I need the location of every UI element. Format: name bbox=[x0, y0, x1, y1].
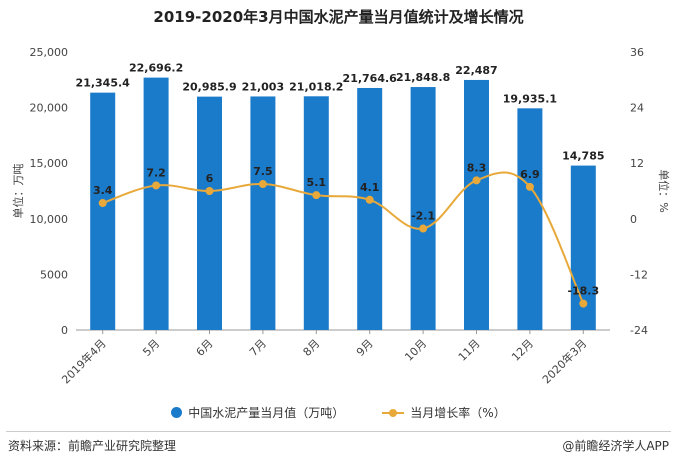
x-tick-label: 9月 bbox=[354, 337, 376, 359]
y2-tick-label: 0 bbox=[630, 213, 637, 226]
line-point[interactable] bbox=[152, 181, 161, 190]
line-point[interactable] bbox=[258, 180, 267, 189]
y-tick-label: 15,000 bbox=[30, 157, 69, 170]
legend-bar-label: 中国水泥产量当月值（万吨） bbox=[188, 406, 345, 420]
y2-axis-title: 单位：% bbox=[657, 169, 671, 212]
y2-tick-label: 12 bbox=[630, 157, 644, 170]
y2-tick-label: -12 bbox=[630, 268, 648, 281]
y2-tick-label: 36 bbox=[630, 46, 644, 59]
x-tick-label: 2019年4月 bbox=[59, 336, 109, 386]
line-value-label: 4.1 bbox=[360, 181, 380, 194]
bar[interactable] bbox=[357, 87, 383, 330]
y-tick-label: 5000 bbox=[40, 268, 68, 281]
x-tick-label: 5月 bbox=[140, 337, 162, 359]
bar-value-label: 14,785 bbox=[562, 150, 604, 163]
bar-value-label: 21,848.8 bbox=[396, 71, 450, 84]
bar-value-label: 21,764.6 bbox=[343, 72, 398, 85]
line-series bbox=[98, 171, 588, 308]
y-axis-title: 单位：万吨 bbox=[11, 164, 25, 219]
data-labels: 21,345.422,696.220,985.9 21,003 21,018.221… bbox=[76, 62, 605, 298]
growth-rate-line bbox=[102, 171, 585, 305]
y2-tick-label: -24 bbox=[630, 324, 648, 337]
footer-divider bbox=[6, 431, 671, 432]
line-value-label: 6 bbox=[206, 172, 214, 185]
bar[interactable] bbox=[90, 92, 116, 330]
line-value-label: 5.1 bbox=[307, 176, 327, 189]
y-tick-label: 25,000 bbox=[30, 46, 69, 59]
line-point[interactable] bbox=[312, 191, 321, 200]
legend: 中国水泥产量当月值（万吨） 当月增长率（%） bbox=[0, 404, 677, 421]
bar-value-label: 21,003 bbox=[242, 80, 284, 93]
x-tick-label: 6月 bbox=[194, 337, 216, 359]
bar-value-label: 19,935.1 bbox=[503, 92, 557, 105]
x-tick-label: 12月 bbox=[509, 337, 536, 364]
x-tick-label: 7月 bbox=[247, 337, 269, 359]
legend-item-bar[interactable]: 中国水泥产量当月值（万吨） bbox=[171, 404, 344, 421]
bar[interactable] bbox=[143, 77, 169, 330]
legend-line-marker bbox=[382, 407, 405, 418]
bar-value-label: 22,696.2 bbox=[129, 62, 183, 75]
bar-value-label: 21,345.4 bbox=[76, 77, 131, 90]
legend-bar-marker bbox=[171, 407, 183, 418]
line-point[interactable] bbox=[419, 224, 428, 233]
line-value-label: 8.3 bbox=[467, 161, 487, 174]
chart-title: 2019-2020年3月中国水泥产量当月值统计及增长情况 bbox=[153, 8, 524, 26]
x-tick-label: 11月 bbox=[456, 337, 483, 364]
line-point[interactable] bbox=[472, 176, 481, 185]
bar-series bbox=[90, 77, 596, 331]
line-value-label: -2.1 bbox=[411, 210, 435, 223]
line-point[interactable] bbox=[98, 199, 107, 208]
y-tick-label: 0 bbox=[61, 324, 68, 337]
y-tick-label: 10,000 bbox=[30, 213, 69, 226]
x-tick-label: 8月 bbox=[301, 337, 323, 359]
legend-line-label: 当月增长率（%） bbox=[410, 406, 506, 420]
bar-value-label: 20,985.9 bbox=[182, 81, 236, 94]
bar-value-label: 21,018.2 bbox=[289, 80, 343, 93]
bar[interactable] bbox=[517, 108, 543, 330]
x-tick-label: 2020年3月 bbox=[539, 336, 589, 386]
bar[interactable] bbox=[303, 96, 329, 330]
bar[interactable] bbox=[410, 87, 436, 330]
y2-tick-label: 24 bbox=[630, 102, 644, 115]
bar[interactable] bbox=[197, 96, 222, 330]
line-point[interactable] bbox=[365, 195, 374, 204]
source-note: 资料来源：前瞻产业研究院整理 bbox=[8, 439, 177, 453]
line-point[interactable] bbox=[579, 299, 588, 308]
line-value-label: 7.5 bbox=[253, 165, 273, 178]
bar-value-label: 22,487 bbox=[455, 64, 497, 77]
legend-item-line[interactable]: 当月增长率（%） bbox=[382, 404, 506, 421]
line-value-label: 6.9 bbox=[520, 168, 540, 181]
y-tick-label: 20,000 bbox=[30, 102, 69, 115]
brand-credit: @前瞻经济学人APP bbox=[562, 439, 669, 453]
bar[interactable] bbox=[464, 79, 489, 331]
line-value-label: 7.2 bbox=[146, 166, 166, 179]
x-tick-label: 10月 bbox=[402, 337, 429, 364]
line-point[interactable] bbox=[205, 187, 214, 195]
line-point[interactable] bbox=[525, 182, 534, 191]
bar[interactable] bbox=[250, 96, 276, 330]
line-value-label: -18.3 bbox=[567, 285, 599, 298]
line-value-label: 3.4 bbox=[93, 184, 113, 197]
